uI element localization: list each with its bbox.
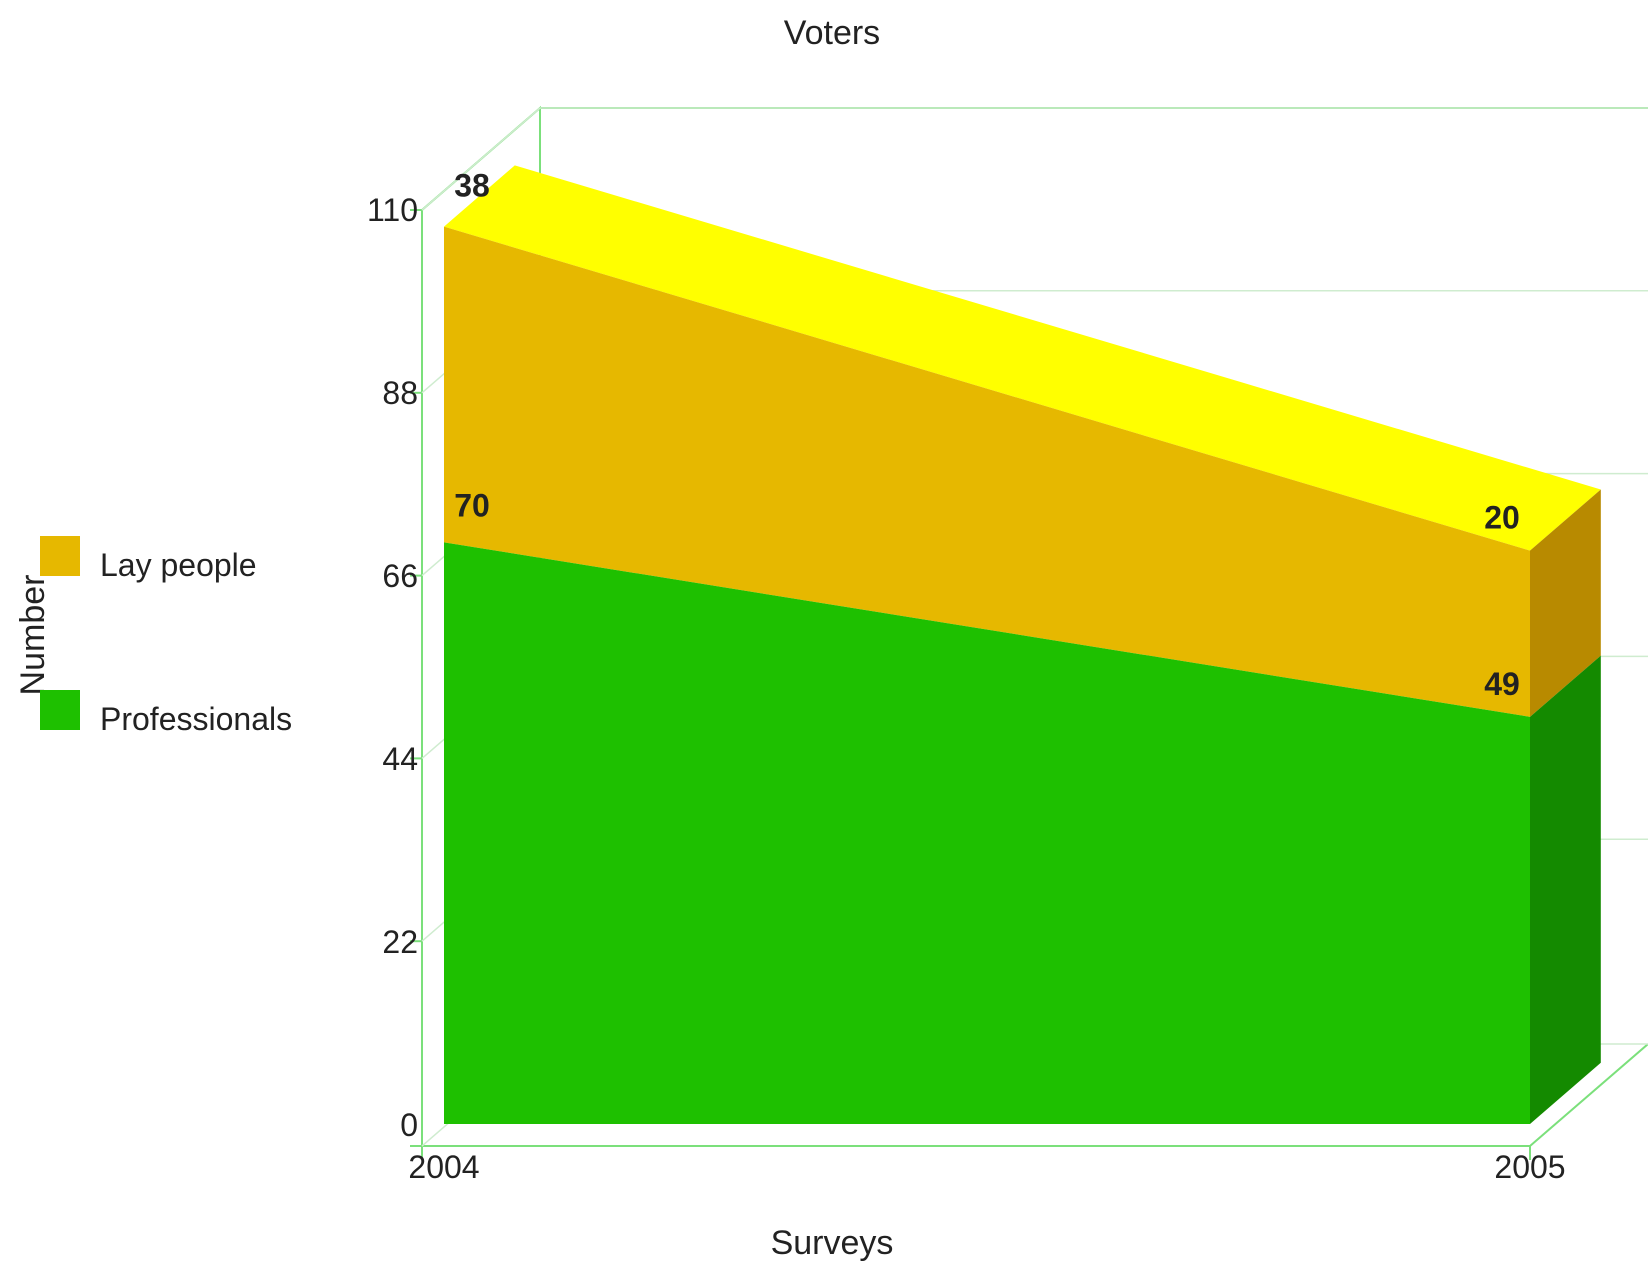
y-tick-22: 22 (382, 924, 418, 960)
chart-title: Voters (784, 14, 880, 52)
area-side-professionals (1530, 655, 1601, 1124)
y-tick-0: 0 (400, 1107, 418, 1143)
y-tick-66: 66 (382, 558, 418, 594)
x-axis-title: Surveys (771, 1224, 894, 1262)
x-tick-2005: 2005 (1494, 1149, 1565, 1185)
legend-label-lay-people: Lay people (100, 547, 257, 583)
chart-areas (444, 165, 1601, 1124)
legend-swatch-professionals (40, 690, 80, 730)
data-label-lay-people-2005: 20 (1484, 500, 1520, 536)
data-label-professionals-2004: 70 (454, 487, 490, 523)
y-tick-44: 44 (382, 741, 418, 777)
x-tick-2004: 2004 (408, 1149, 479, 1185)
chart-labels: 38 70 20 49 (454, 168, 1520, 702)
area-front-lay-people (444, 226, 1530, 717)
area-top-lay-people (444, 165, 1601, 551)
legend-swatch-lay-people (40, 536, 80, 576)
area-front-professionals (444, 542, 1530, 1124)
legend: Lay people Professionals (40, 536, 292, 737)
legend-label-professionals: Professionals (100, 701, 292, 737)
y-axis-title: Number (14, 575, 52, 696)
data-label-professionals-2005: 49 (1484, 666, 1520, 702)
gridline-wall (421, 107, 541, 211)
area-side-lay-people (1530, 489, 1601, 717)
data-label-lay-people-2004: 38 (454, 168, 490, 204)
y-tick-88: 88 (382, 375, 418, 411)
y-tick-110: 110 (367, 192, 418, 228)
